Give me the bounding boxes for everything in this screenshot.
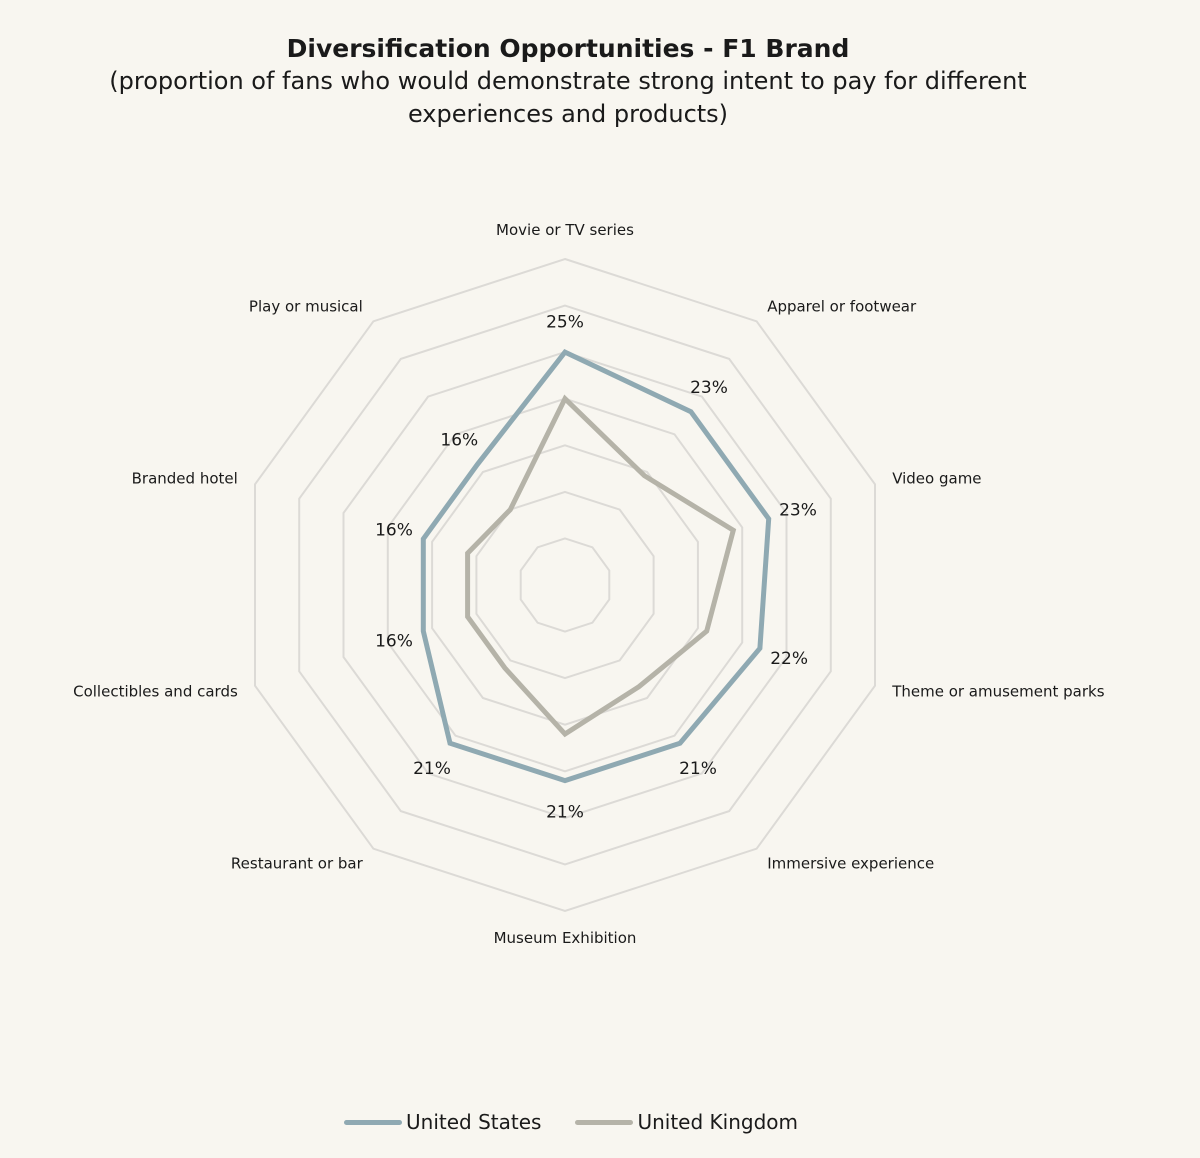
grid-ring-7	[254, 257, 876, 913]
grid-ring-2	[475, 490, 655, 680]
data-label-branded-hotel: 16%	[375, 520, 413, 540]
category-label-branded-hotel: Branded hotel	[132, 470, 238, 488]
legend-item-united-states: United States	[344, 1110, 541, 1134]
data-label-video-game: 23%	[779, 500, 817, 520]
category-label-museum-exhibition: Museum Exhibition	[494, 929, 637, 947]
data-label-theme-or-amusement-parks: 22%	[770, 649, 808, 669]
chart-subtitle: (proportion of fans who would demonstrat…	[109, 67, 1027, 128]
category-label-restaurant-or-bar: Restaurant or bar	[231, 854, 364, 872]
category-label-movie-or-tv-series: Movie or TV series	[496, 221, 634, 239]
legend-item-united-kingdom: United Kingdom	[575, 1110, 798, 1134]
grid-ring-4	[386, 397, 744, 773]
data-label-restaurant-or-bar: 21%	[413, 759, 451, 779]
data-label-movie-or-tv-series: 25%	[546, 312, 584, 332]
chart-legend: United States United Kingdom	[0, 1110, 1142, 1134]
category-label-play-or-musical: Play or musical	[249, 298, 363, 316]
grid-ring-6	[298, 304, 832, 866]
category-label-theme-or-amusement-parks: Theme or amusement parks	[891, 682, 1105, 700]
grid-ring-5	[342, 351, 788, 819]
grid-ring-3	[431, 444, 699, 726]
legend-label-united-states: United States	[406, 1110, 542, 1134]
data-label-play-or-musical: 16%	[440, 431, 478, 451]
chart-title-block: Diversification Opportunities - F1 Brand…	[0, 32, 1136, 131]
category-label-collectibles-and-cards: Collectibles and cards	[73, 682, 238, 700]
grid-ring-1	[519, 537, 611, 633]
data-label-collectibles-and-cards: 16%	[375, 632, 413, 652]
data-label-apparel-or-footwear: 23%	[690, 378, 728, 398]
legend-label-united-kingdom: United Kingdom	[637, 1110, 798, 1134]
legend-swatch-united-kingdom	[575, 1119, 634, 1125]
category-label-apparel-or-footwear: Apparel or footwear	[767, 298, 917, 316]
category-label-video-game: Video game	[892, 470, 981, 488]
data-label-museum-exhibition: 21%	[546, 802, 584, 822]
chart-title: Diversification Opportunities - F1 Brand	[286, 34, 850, 63]
series-line-united-states	[420, 348, 772, 784]
series-line-united-kingdom	[465, 394, 737, 738]
data-label-immersive-experience: 21%	[679, 759, 717, 779]
category-label-immersive-experience: Immersive experience	[767, 854, 934, 872]
legend-swatch-united-states	[344, 1119, 403, 1125]
